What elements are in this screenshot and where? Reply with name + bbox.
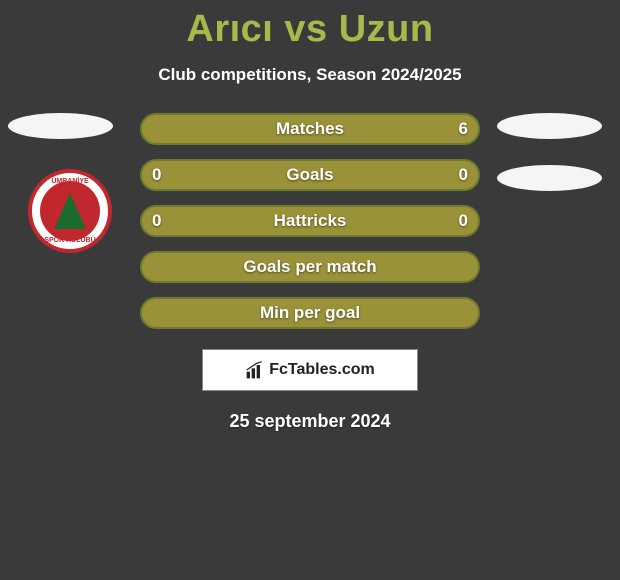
- stat-value-right: 0: [459, 159, 468, 191]
- bar-chart-icon: [245, 360, 265, 380]
- stat-row: Min per goal: [0, 297, 620, 343]
- date-text: 25 september 2024: [0, 411, 620, 432]
- stat-label: Min per goal: [260, 303, 360, 323]
- subtitle: Club competitions, Season 2024/2025: [0, 65, 620, 85]
- stats-area: ÜMRANİYE SPOR KULÜBÜ Matches 6 Goals 0 0…: [0, 113, 620, 343]
- stat-label: Goals: [286, 165, 333, 185]
- stat-value-right: 6: [459, 113, 468, 145]
- brand-badge[interactable]: FcTables.com: [202, 349, 418, 391]
- stat-label: Hattricks: [274, 211, 347, 231]
- stat-pill-hattricks: Hattricks: [140, 205, 480, 237]
- stat-pill-matches: Matches: [140, 113, 480, 145]
- stat-value-left: 0: [152, 159, 161, 191]
- stat-label: Goals per match: [243, 257, 376, 277]
- stat-row: Goals 0 0: [0, 159, 620, 205]
- stat-row: Matches 6: [0, 113, 620, 159]
- stat-value-right: 0: [459, 205, 468, 237]
- stat-pill-gpm: Goals per match: [140, 251, 480, 283]
- stat-pill-mpg: Min per goal: [140, 297, 480, 329]
- stat-row: Goals per match: [0, 251, 620, 297]
- stat-label: Matches: [276, 119, 344, 139]
- stat-value-left: 0: [152, 205, 161, 237]
- stat-row: Hattricks 0 0: [0, 205, 620, 251]
- stat-pill-goals: Goals: [140, 159, 480, 191]
- brand-text: FcTables.com: [269, 361, 375, 379]
- page-title: Arıcı vs Uzun: [0, 0, 620, 51]
